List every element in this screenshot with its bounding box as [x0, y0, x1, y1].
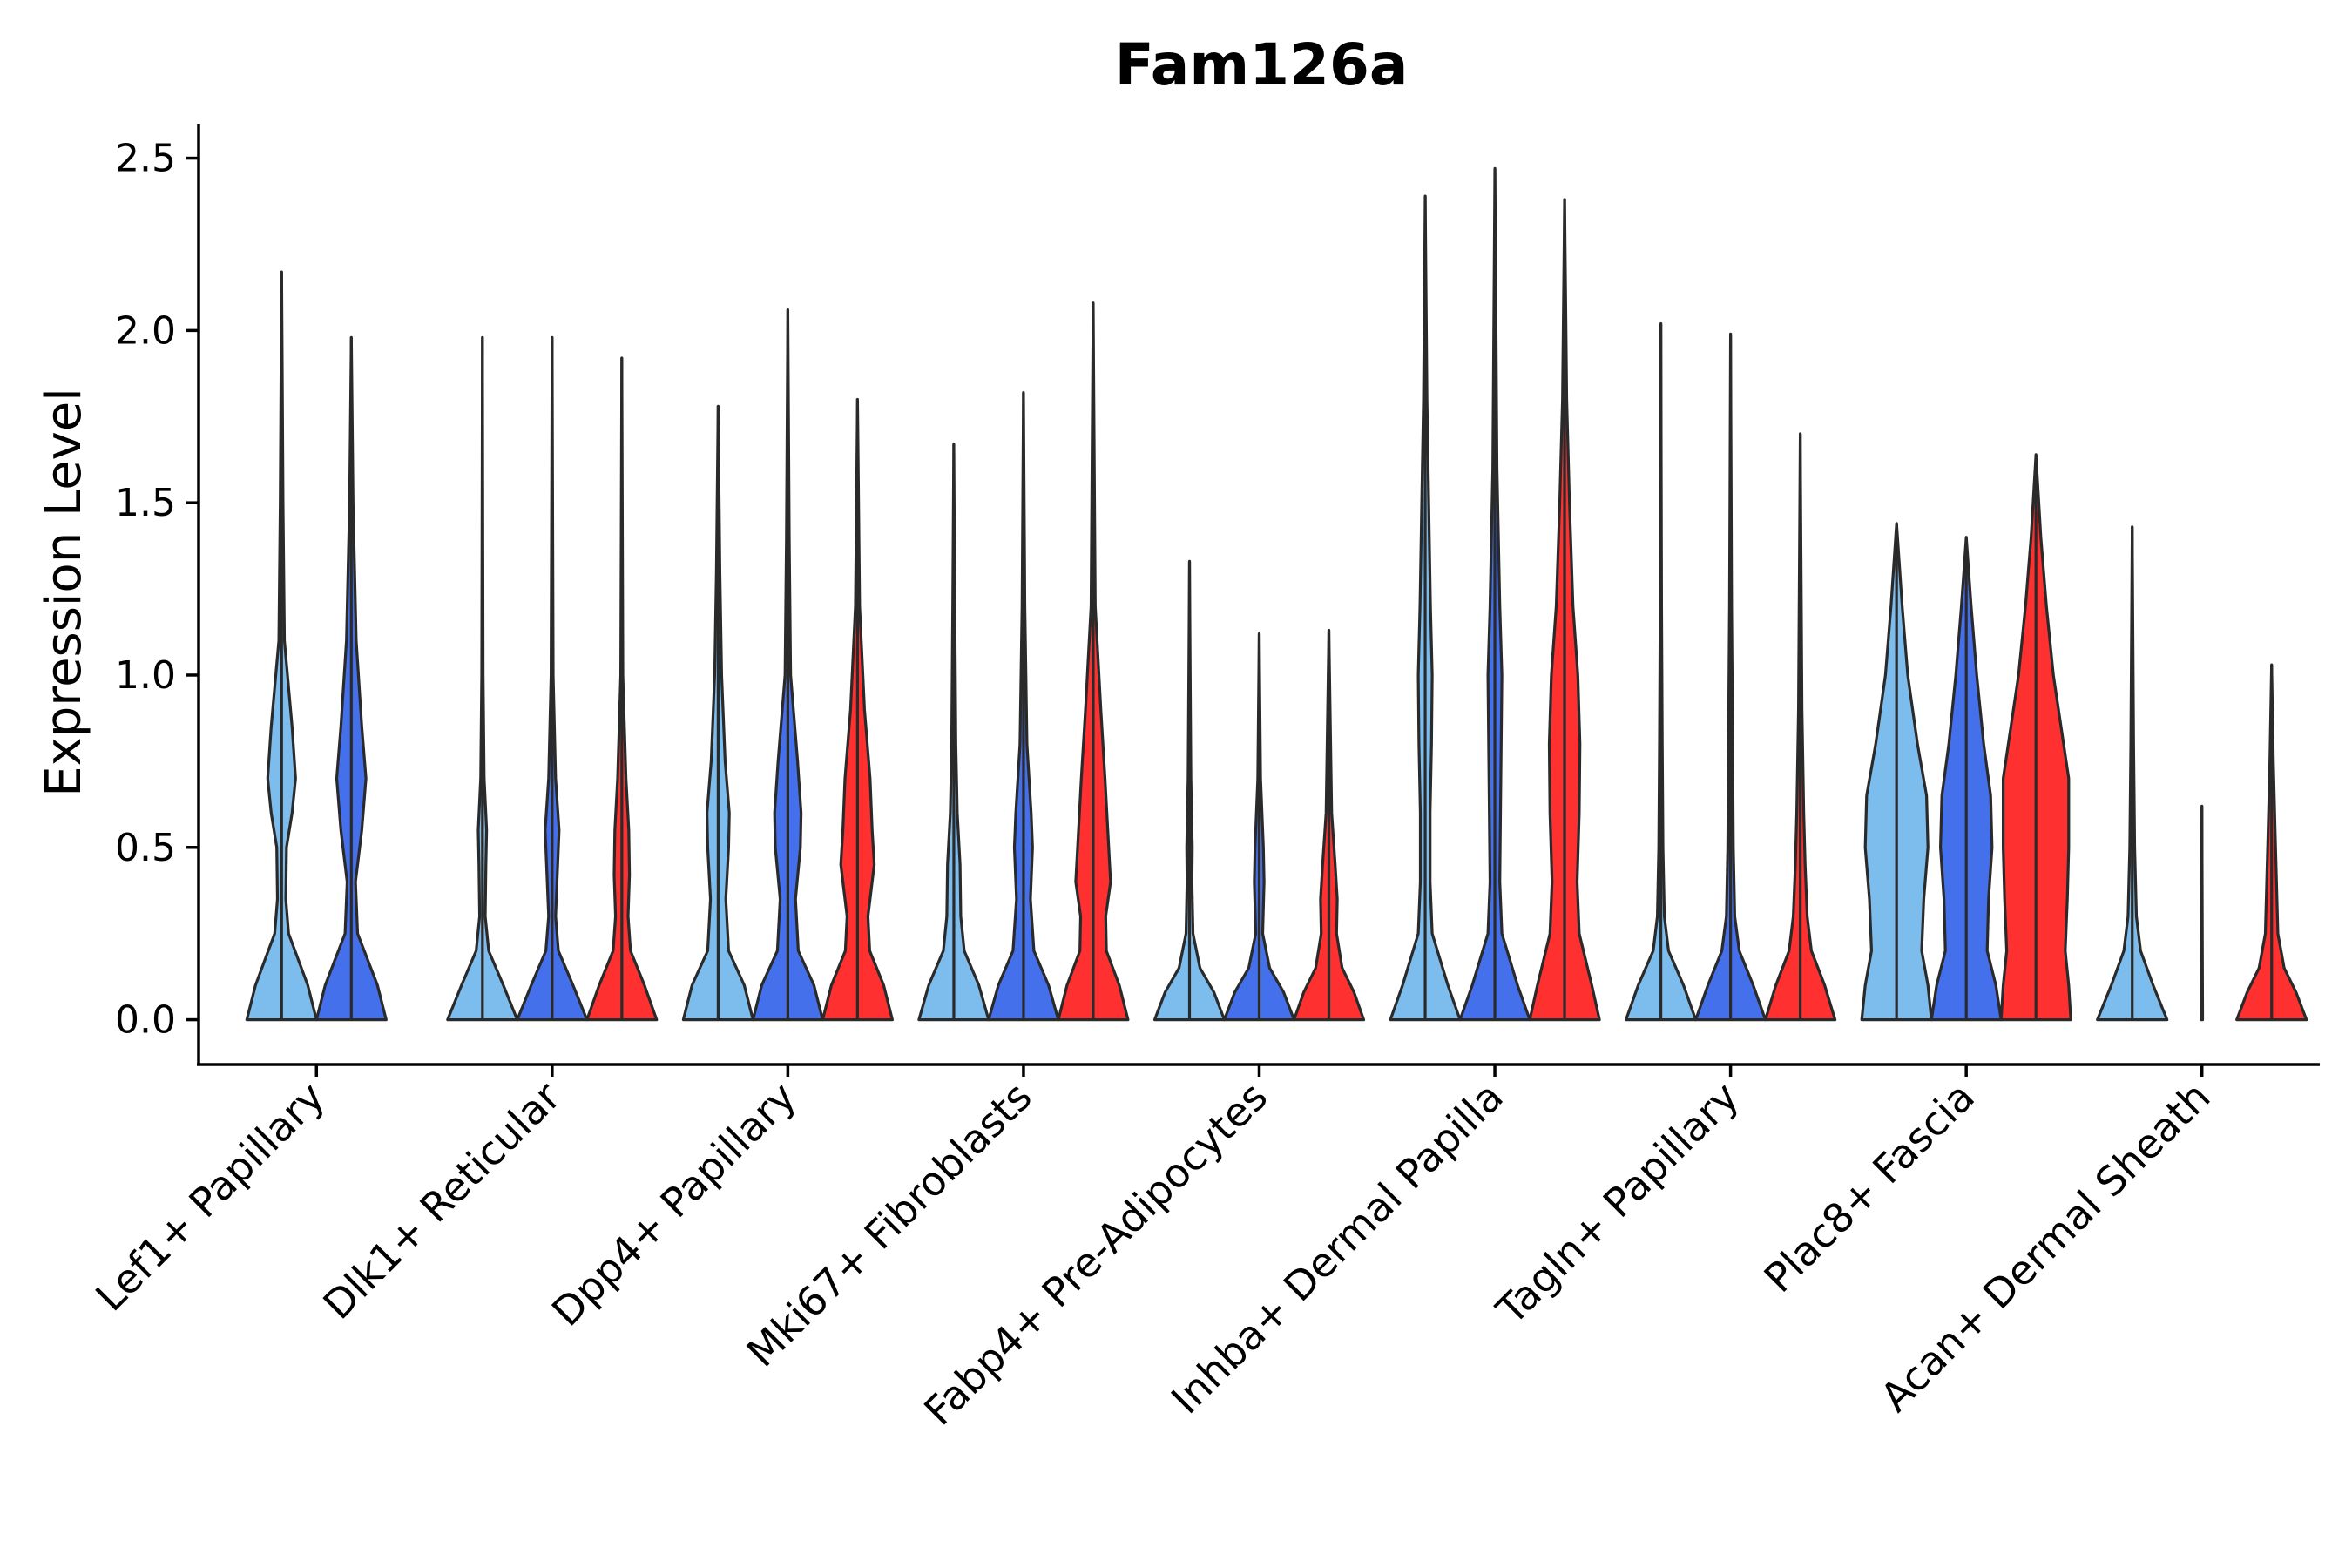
y-ticks: 0.0 0.5 1.0 1.5 2.0 2.5 [115, 137, 199, 1043]
y-tick-label: 0.0 [115, 998, 176, 1043]
x-tick-label: Dpp4+ Papillary [543, 1073, 805, 1335]
y-tick-label: 0.5 [115, 826, 176, 870]
x-tick-label: Plac8+ Fascia [1755, 1073, 1984, 1301]
chart-title: Fam126a [1115, 31, 1409, 98]
x-tick-label: Lef1+ Papillary [86, 1073, 334, 1321]
x-tick-label: Dlk1+ Reticular [314, 1073, 569, 1328]
y-axis-label: Expression Level [36, 388, 92, 797]
x-tick-label: Tagln+ Papillary [1487, 1073, 1748, 1335]
y-tick-label: 1.5 [115, 481, 176, 525]
violin-layer [245, 166, 2308, 1022]
y-tick-label: 2.0 [115, 308, 176, 353]
y-tick-label: 2.5 [115, 137, 176, 181]
y-tick-label: 1.0 [115, 653, 176, 698]
